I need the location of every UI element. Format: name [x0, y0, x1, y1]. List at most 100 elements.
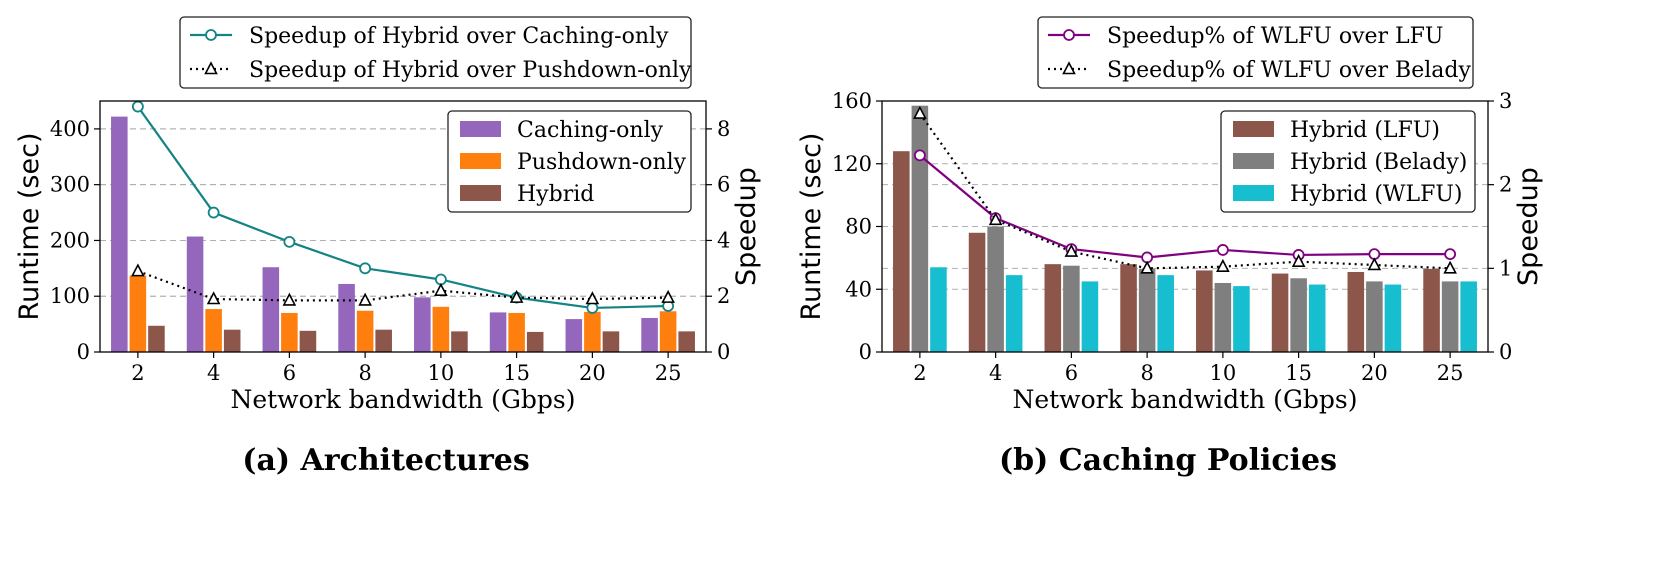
bar — [1214, 282, 1232, 352]
legend-marker — [204, 61, 218, 75]
bar — [1308, 284, 1326, 352]
bar — [375, 329, 392, 352]
y-tick-label: 40 — [845, 277, 872, 301]
x-tick-label: 15 — [503, 361, 530, 385]
bar — [584, 311, 601, 352]
bar — [186, 236, 204, 352]
panel-caption: (b) Caching Policies — [999, 443, 1337, 478]
legend-frame — [179, 16, 692, 89]
line-point — [206, 291, 221, 305]
legend-entry: Speedup of Hybrid over Caching-only — [249, 24, 669, 49]
y-axis-title: Runtime (sec) — [14, 133, 45, 321]
bar — [911, 105, 929, 352]
y-tick-label: 300 — [50, 173, 90, 197]
bar — [1005, 275, 1023, 352]
bar — [1347, 271, 1365, 352]
legend-swatch — [460, 185, 501, 201]
line-point — [661, 289, 675, 303]
x-tick-label: 25 — [655, 361, 682, 385]
bar — [432, 306, 450, 352]
bar — [205, 309, 222, 352]
y2-tick-label: 1 — [1499, 256, 1512, 280]
line-point — [1443, 260, 1457, 274]
bar — [1384, 284, 1402, 352]
line-point — [586, 302, 599, 314]
legend-marker — [1062, 61, 1076, 75]
legend-swatch — [1233, 121, 1274, 137]
legend-entry: Hybrid (WLFU) — [1290, 182, 1463, 207]
x-axis-title: Network bandwidth (Gbps) — [230, 385, 575, 414]
line-point — [1367, 257, 1382, 271]
y-tick-label: 0 — [77, 340, 90, 364]
line-point — [585, 291, 600, 305]
line-point — [1291, 253, 1306, 267]
bar — [508, 312, 525, 352]
y2-tick-label: 8 — [717, 117, 730, 141]
x-tick-label: 8 — [1140, 361, 1153, 385]
x-axis-title: Network bandwidth (Gbps) — [1012, 385, 1357, 414]
bar — [987, 226, 1004, 352]
y2-axis-title: Speedup — [1513, 167, 1544, 286]
line-point — [131, 100, 144, 113]
line-point — [988, 212, 1003, 226]
panel-caption: (a) Architectures — [242, 443, 530, 478]
bar — [129, 275, 147, 352]
bar — [262, 267, 280, 352]
y-tick-label: 80 — [845, 215, 872, 239]
bar — [1196, 270, 1213, 352]
legend-swatch — [460, 153, 501, 169]
bar — [678, 331, 695, 352]
legend-marker — [1063, 29, 1075, 41]
legend-swatch — [1233, 185, 1274, 201]
x-tick-label: 6 — [283, 361, 296, 385]
bar — [968, 232, 986, 352]
bar — [299, 330, 317, 352]
x-tick-label: 4 — [207, 361, 220, 385]
bar-legend: Caching-only Pushdown-only Hybrid — [447, 110, 692, 213]
line-point — [359, 262, 372, 275]
line-point — [282, 292, 297, 306]
bar — [565, 319, 583, 352]
y2-tick-label: 4 — [717, 228, 730, 252]
bar — [111, 116, 128, 353]
legend-swatch — [1233, 153, 1274, 169]
legend-entry: Speedup of Hybrid over Pushdown-only — [249, 58, 692, 83]
legend-entry: Hybrid — [517, 182, 594, 207]
line-point — [1444, 248, 1457, 261]
line-point — [1216, 244, 1229, 256]
bar — [1290, 278, 1307, 352]
y2-tick-label: 0 — [717, 340, 730, 364]
y2-tick-label: 2 — [717, 284, 730, 308]
line-point — [358, 292, 372, 306]
y2-tick-label: 6 — [717, 173, 730, 197]
x-tick-label: 6 — [1065, 361, 1078, 385]
x-tick-label: 2 — [913, 361, 926, 385]
legend-entry: Hybrid (Belady) — [1290, 150, 1467, 175]
speedup-line — [918, 112, 1451, 270]
bar — [641, 317, 658, 352]
bar — [489, 312, 507, 352]
legend-marker — [205, 29, 217, 41]
y2-tick-label: 2 — [1499, 173, 1512, 197]
x-tick-label: 10 — [428, 361, 455, 385]
bar — [338, 283, 355, 352]
line-point — [283, 235, 296, 248]
line-point — [1216, 258, 1230, 272]
legend-frame — [447, 110, 692, 213]
bar — [1423, 268, 1440, 352]
bar — [148, 325, 165, 352]
bar — [1271, 273, 1289, 352]
x-tick-label: 8 — [358, 361, 371, 385]
y-tick-label: 400 — [50, 117, 90, 141]
bar-legend: Hybrid (LFU) Hybrid (Belady) Hybrid (WLFU) — [1220, 110, 1476, 213]
y-tick-label: 100 — [50, 284, 90, 308]
legend-entry: Pushdown-only — [517, 150, 687, 175]
bar — [1044, 264, 1062, 352]
bar — [1157, 275, 1174, 352]
x-tick-label: 2 — [131, 361, 144, 385]
legend-entry: Hybrid (LFU) — [1290, 118, 1440, 143]
y2-axis-title: Speedup — [731, 167, 762, 286]
bar — [1063, 265, 1080, 352]
line-point — [207, 206, 220, 219]
